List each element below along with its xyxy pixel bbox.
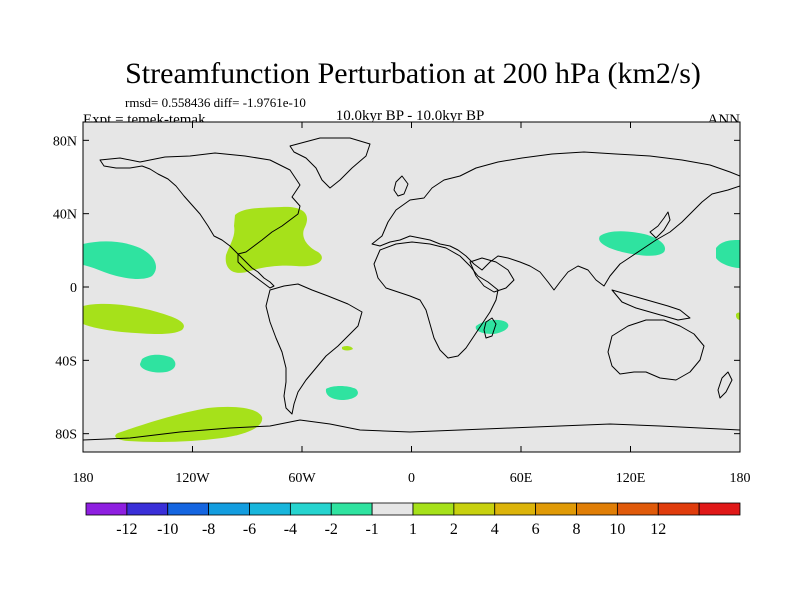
anomaly-layer [83,206,740,442]
colorbar-label: 12 [650,521,666,538]
anomaly-south-atlantic-negative [325,386,358,400]
y-tick-label: 40S [55,354,77,369]
colorbar-label: 2 [450,521,458,538]
anomaly-north-pacific-negative [83,241,156,279]
coastline-africa [373,241,499,359]
x-tick-label: 60E [510,471,533,486]
colorbar-swatch [616,502,659,516]
coastlines [83,137,740,441]
colorbar-label: -2 [325,521,338,538]
y-tick-label: 80N [53,134,77,149]
x-tick-label: 120W [175,471,210,486]
y-axis: 80N 40N 0 40S 80S [53,134,740,443]
colorbar-swatch [208,502,250,516]
colorbar-swatch [249,502,291,516]
anomaly-south-atlantic-small-positive [342,345,353,351]
colorbar-label: 8 [573,521,581,538]
colorbar-swatch [289,502,332,516]
coastline-madagascar [483,317,497,339]
anomaly-southern-ocean-positive [115,406,263,442]
x-tick-label: 180 [73,471,94,486]
colorbar-swatch [126,502,169,516]
colorbar-swatch [576,502,618,516]
anomaly-dateline-pacific-edge [736,312,740,320]
colorbar-label: -10 [157,521,178,538]
anomaly-south-pacific-small-negative [140,354,176,373]
colorbar-swatch [330,502,373,516]
colorbar-swatch [698,502,741,516]
anomaly-east-asia-negative [599,231,666,256]
x-tick-label: 120E [616,471,646,486]
colorbar-label: -12 [116,521,137,538]
y-tick-label: 80S [55,428,77,443]
coastline-new-zealand [717,371,733,399]
colorbar-swatch [371,502,414,516]
x-tick-label: 180 [730,471,751,486]
coastline-north-america [99,152,301,255]
colorbar-swatch [85,502,128,516]
anomaly-north-atlantic-positive [225,206,322,273]
colorbar-label: -4 [284,521,297,538]
y-tick-label: 40N [53,208,77,223]
x-tick-label: 0 [408,471,415,486]
colorbar-label: 10 [609,521,625,538]
coastline-greenland [289,137,371,189]
map-background [83,122,740,452]
anomaly-south-pacific-positive [83,303,184,334]
colorbar-swatch [167,502,210,516]
colorbar-label: 6 [532,521,540,538]
x-tick-label: 60W [288,471,316,486]
colorbar-label: 1 [409,521,417,538]
coastline-antarctica [83,419,740,441]
coastline-south-america [265,283,363,415]
colorbar-label: -1 [365,521,378,538]
colorbar-swatch [453,502,496,516]
coastline-uk [393,175,409,197]
colorbar-label: -8 [202,521,215,538]
chart-title: Streamfunction Perturbation at 200 hPa (… [125,57,701,90]
coastline-arabia [469,257,515,293]
coastline-australia [607,319,705,381]
period-label: 10.0kyr BP - 10.0kyr BP [336,108,485,124]
x-axis: 180 120W 60W 0 60E 120E 180 [73,122,751,486]
anomaly-dateline-pacific-negative [716,240,740,268]
coastline-japan [649,211,671,239]
colorbar-swatch [657,502,700,516]
colorbar: -12 -10 -8 -6 -4 -2 -1 1 2 4 6 8 10 12 [85,502,741,538]
colorbar-label: -6 [243,521,256,538]
colorbar-label: 4 [491,521,499,538]
colorbar-swatch [535,502,577,516]
colorbar-swatch [494,502,537,516]
stats-label: rmsd= 0.558436 diff= -1.9761e-10 [125,95,306,110]
coastline-central-america [237,253,275,289]
colorbar-swatch [412,502,455,516]
y-tick-label: 0 [70,281,77,296]
coastline-eurasia [371,151,740,291]
coastline-southeast-asia [611,289,691,321]
